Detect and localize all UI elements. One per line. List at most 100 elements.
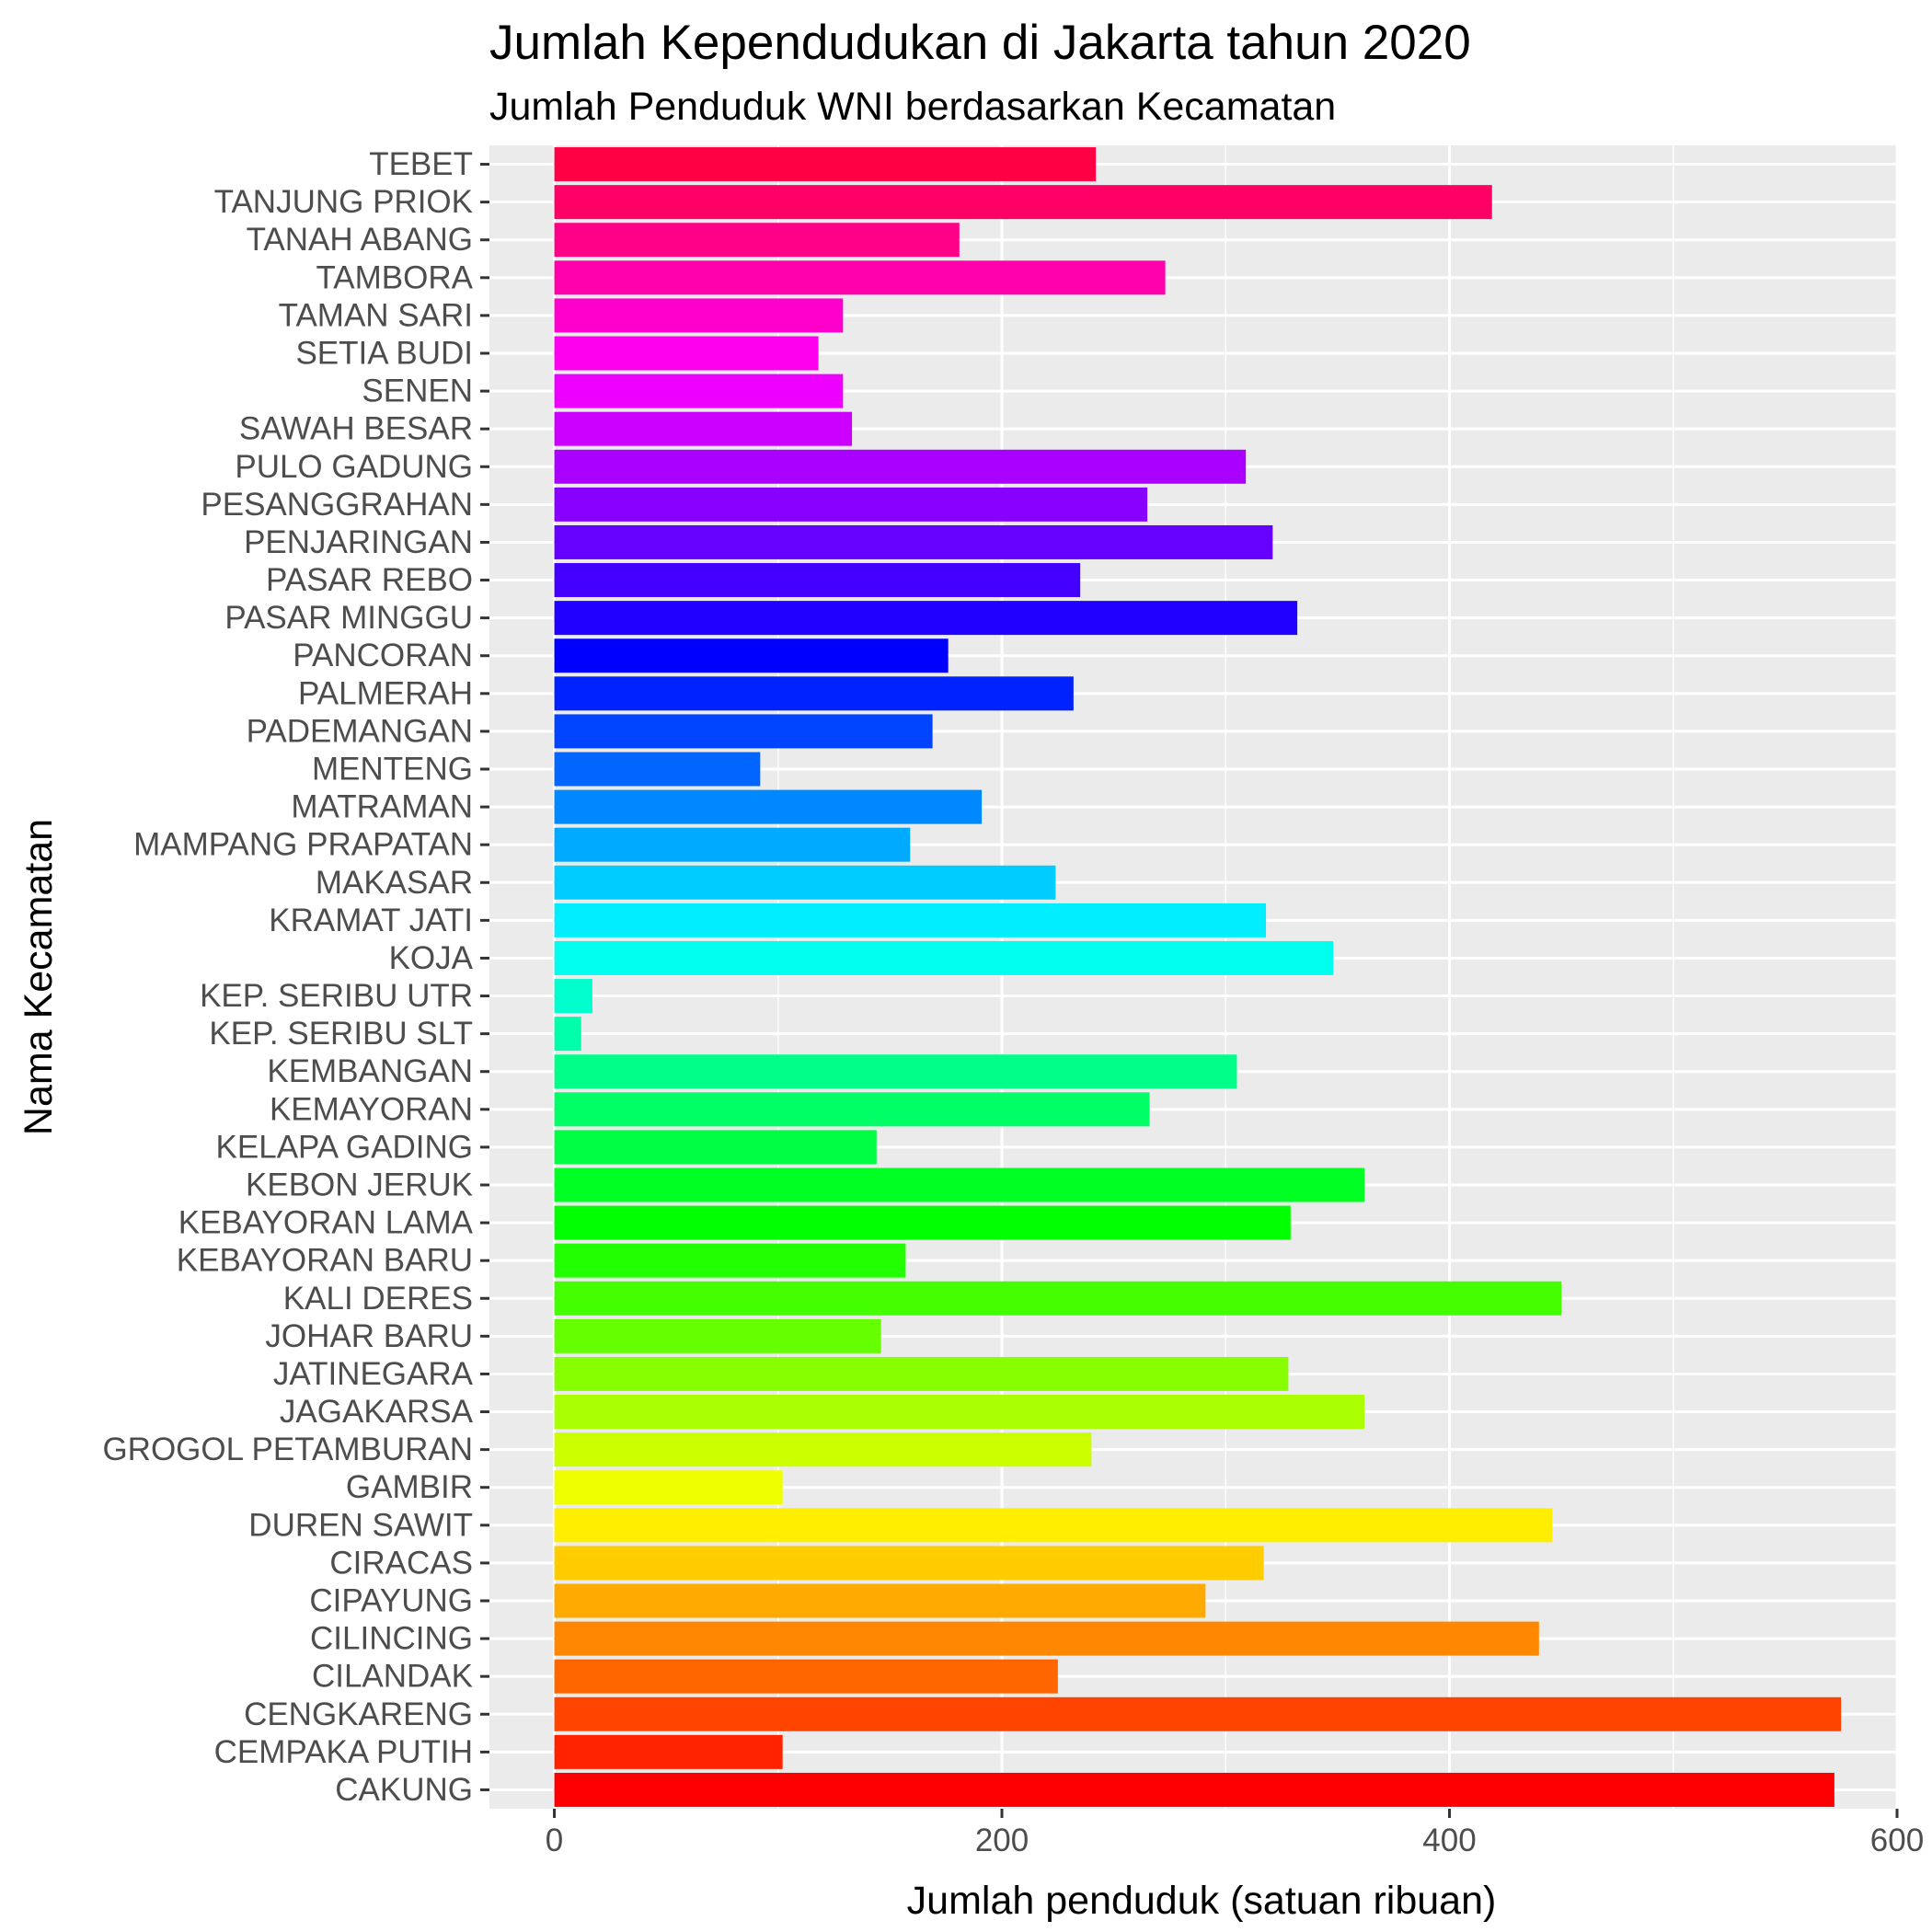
bar [554, 752, 761, 787]
bar [554, 1772, 1834, 1807]
bar [554, 524, 1273, 559]
bar [554, 1734, 783, 1769]
y-tick-label: GAMBIR [346, 1469, 473, 1505]
bar [554, 1092, 1150, 1127]
y-tick-label: TANJUNG PRIOK [214, 184, 473, 220]
bar [554, 374, 844, 408]
y-tick-label: PASAR REBO [266, 562, 473, 598]
bar [554, 563, 1081, 598]
x-axis: 0 200 400 600 [546, 1809, 1924, 1858]
bar [554, 1318, 881, 1353]
bar [554, 223, 960, 258]
y-tick-label: TEBET [369, 146, 473, 182]
y-tick-label: DUREN SAWIT [248, 1507, 473, 1543]
x-axis-title: Jumlah penduduk (satuan ribuan) [907, 1879, 1497, 1923]
y-tick-label: CIRACAS [329, 1545, 473, 1581]
chart-title: Jumlah Kependudukan di Jakarta tahun 202… [489, 16, 1471, 70]
y-tick-label: KALI DERES [283, 1281, 473, 1317]
y-tick-label: PULO GADUNG [235, 449, 473, 485]
bar [554, 676, 1074, 711]
y-tick-label: KELAPA GADING [216, 1129, 473, 1165]
y-tick-label: CIPAYUNG [309, 1583, 473, 1619]
y-tick-label: KRAMAT JATI [269, 903, 473, 938]
bar [554, 940, 1334, 975]
y-tick-label: JOHAR BARU [265, 1318, 473, 1354]
bar [554, 487, 1148, 522]
bar [554, 449, 1247, 484]
y-tick-label: MAMPANG PRAPATAN [133, 827, 473, 863]
y-tick-label: KEP. SERIBU UTR [200, 978, 473, 1014]
y-tick-label: KOJA [389, 940, 474, 976]
bar [554, 1167, 1365, 1202]
bar [554, 260, 1166, 295]
y-tick-label: KEBAYORAN BARU [177, 1243, 473, 1279]
y-tick-label: PANCORAN [293, 638, 473, 673]
bar [554, 1432, 1092, 1467]
bar [554, 789, 983, 824]
bar [554, 1243, 906, 1278]
y-tick-label: SAWAH BESAR [239, 411, 473, 447]
bar [554, 865, 1056, 900]
chart-subtitle: Jumlah Penduduk WNI berdasarkan Kecamata… [489, 85, 1336, 129]
y-tick-label: MATRAMAN [291, 789, 473, 825]
y-tick-label: GROGOL PETAMBURAN [102, 1432, 473, 1467]
bar [554, 1696, 1842, 1731]
bar [554, 1017, 581, 1052]
bar [554, 336, 819, 371]
bar [554, 185, 1492, 220]
bar [554, 1130, 877, 1165]
y-tick-label: PADEMANGAN [247, 713, 473, 749]
y-tick-label: TANAH ABANG [247, 222, 473, 258]
bar [554, 1356, 1289, 1391]
y-tick-label: KEMAYORAN [270, 1091, 473, 1127]
y-tick-label: PASAR MINGGU [224, 600, 473, 636]
bar [554, 1546, 1264, 1581]
bar [554, 827, 911, 862]
y-tick-label: CILANDAK [312, 1659, 473, 1695]
bar [554, 147, 1097, 182]
bars [554, 147, 1842, 1807]
y-tick-label: CILINCING [310, 1621, 473, 1657]
y-tick-label: CEMPAKA PUTIH [214, 1734, 473, 1770]
y-tick-label: MENTENG [312, 752, 473, 788]
y-tick-label: SETIA BUDI [295, 336, 473, 372]
y-tick-label: KEMBANGAN [267, 1053, 473, 1089]
bar [554, 601, 1298, 636]
y-tick-label: KEBAYORAN LAMA [178, 1205, 474, 1241]
y-tick-label: PENJARINGAN [244, 524, 473, 560]
y-tick-label: CENGKARENG [244, 1696, 473, 1732]
y-axis-title: Nama Kecamatan [17, 819, 61, 1135]
y-tick-label: TAMAN SARI [279, 297, 473, 333]
bar [554, 1621, 1539, 1656]
bar [554, 1659, 1058, 1694]
bar [554, 1470, 783, 1505]
y-tick-label: KEP. SERIBU SLT [209, 1016, 473, 1052]
bar [554, 638, 949, 673]
bar [554, 903, 1267, 937]
y-tick-label: CAKUNG [335, 1772, 473, 1808]
y-tick-label: PESANGGRAHAN [201, 487, 473, 523]
bar [554, 298, 844, 333]
y-tick-label: TAMBORA [316, 259, 474, 295]
y-tick-label: PALMERAH [298, 675, 473, 711]
x-tick-label: 200 [975, 1823, 1029, 1858]
y-tick-label: KEBON JERUK [246, 1167, 473, 1203]
bar [554, 1054, 1237, 1089]
bar [554, 1395, 1365, 1430]
y-tick-label: MAKASAR [316, 865, 473, 901]
bar [554, 1281, 1562, 1316]
bar [554, 411, 853, 446]
bar [554, 714, 933, 749]
bar [554, 1205, 1291, 1240]
x-tick-label: 600 [1870, 1823, 1924, 1858]
y-tick-label: JAGAKARSA [280, 1394, 474, 1430]
bar [554, 1583, 1206, 1618]
bar [554, 979, 592, 1014]
x-tick-label: 400 [1422, 1823, 1476, 1858]
bar [554, 1508, 1553, 1543]
x-tick-label: 0 [546, 1823, 563, 1858]
y-tick-label: SENEN [362, 374, 473, 409]
y-tick-label: JATINEGARA [273, 1356, 474, 1392]
